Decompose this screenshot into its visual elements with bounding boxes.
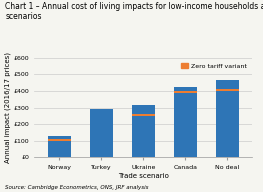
- Y-axis label: Annual impact (2016/17 prices): Annual impact (2016/17 prices): [4, 52, 11, 163]
- Bar: [174, 87, 197, 157]
- Bar: [174, 91, 197, 93]
- Bar: [216, 89, 239, 91]
- Bar: [90, 109, 113, 157]
- Bar: [132, 105, 155, 157]
- Bar: [48, 139, 71, 141]
- Bar: [132, 114, 155, 116]
- Text: Chart 1 – Annual cost of living impacts for low-income households across the Bre: Chart 1 – Annual cost of living impacts …: [5, 2, 263, 21]
- X-axis label: Trade scenario: Trade scenario: [118, 173, 169, 179]
- Bar: [48, 136, 71, 157]
- Legend: Zero tariff variant: Zero tariff variant: [179, 61, 249, 71]
- Bar: [216, 80, 239, 157]
- Text: Source: Cambridge Econometrics, ONS, JRF analysis: Source: Cambridge Econometrics, ONS, JRF…: [5, 185, 149, 190]
